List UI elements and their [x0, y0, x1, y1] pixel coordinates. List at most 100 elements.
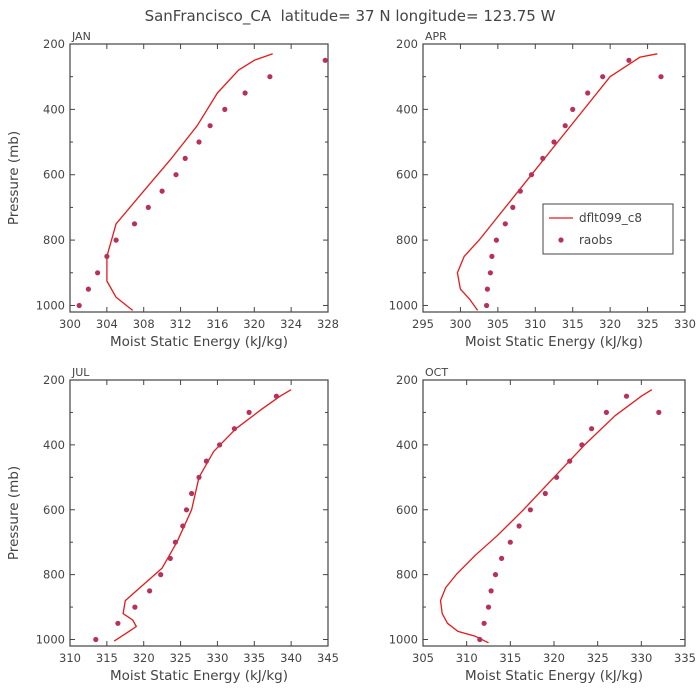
- obs-point-jul-4: [158, 572, 164, 578]
- legend-box: [542, 203, 674, 255]
- obs-point-jul-5: [167, 555, 173, 562]
- obs-point-oct-15: [623, 393, 630, 399]
- x-tick-label-jul-0: 310: [59, 651, 81, 665]
- obs-point-apr-9: [540, 155, 546, 161]
- obs-point-oct-16: [656, 409, 662, 415]
- obs-point-jul-8: [183, 507, 190, 513]
- y-tick-label-jan-3: 800: [43, 233, 65, 247]
- x-tick-label-apr-2: 305: [487, 317, 509, 331]
- legend-entry-obs: raobs: [579, 233, 613, 247]
- obs-point-oct-9: [542, 490, 548, 497]
- y-tick-label-jul-1: 400: [43, 438, 65, 452]
- x-tick-label-apr-5: 320: [599, 317, 621, 331]
- obs-point-apr-1: [484, 286, 490, 292]
- y-tick-label-jan-4: 1000: [36, 298, 65, 312]
- legend-entry-model: dflt099_c8: [579, 211, 642, 225]
- obs-point-jul-3: [147, 588, 153, 594]
- obs-point-apr-3: [489, 253, 495, 259]
- obs-point-jul-6: [172, 539, 178, 545]
- panel-frame-oct: [422, 379, 686, 647]
- obs-point-jan-8: [173, 172, 179, 178]
- series-line-apr-0: [456, 53, 658, 311]
- obs-point-jul-2: [132, 604, 138, 610]
- panel-apr: APR 295 300 305 310 315 320 325 330 200 400 600 800 1…: [389, 30, 696, 350]
- obs-point-apr-8: [528, 172, 535, 178]
- obs-point-jul-10: [196, 474, 202, 480]
- legend-dot-swatch: [558, 237, 564, 243]
- obs-point-oct-8: [527, 507, 534, 513]
- obs-point-jul-12: [217, 442, 223, 448]
- y-tick-label-apr-4: 1000: [389, 298, 418, 312]
- obs-point-oct-0: [477, 636, 483, 643]
- obs-point-apr-11: [562, 123, 568, 129]
- panel-label-jul: JUL: [71, 366, 90, 379]
- obs-point-apr-12: [570, 106, 576, 112]
- x-axis-title-apr: Moist Static Energy (kJ/kg): [465, 334, 643, 350]
- x-tick-label-oct-2: 315: [499, 651, 521, 665]
- obs-point-oct-12: [579, 442, 585, 448]
- x-tick-label-apr-4: 315: [562, 317, 584, 331]
- obs-point-jan-14: [267, 74, 273, 80]
- y-tick-label-oct-1: 400: [396, 438, 418, 452]
- obs-point-jan-11: [207, 123, 213, 129]
- x-tick-label-jan-0: 300: [59, 317, 81, 331]
- obs-point-jan-10: [196, 139, 202, 145]
- obs-point-oct-7: [516, 523, 522, 529]
- obs-point-jul-13: [231, 426, 237, 432]
- obs-point-apr-7: [517, 188, 523, 194]
- x-tick-label-oct-3: 320: [543, 651, 565, 665]
- x-tick-label-oct-1: 310: [456, 651, 478, 665]
- obs-point-jan-2: [95, 270, 101, 276]
- panel-frame-jan: [69, 43, 329, 313]
- panels-group: JAN 300 304 308 312 316 320 324 328 200 400 600 800 1…: [6, 30, 696, 684]
- x-tick-label-jan-6: 324: [280, 317, 302, 331]
- y-tick-label-jul-2: 600: [43, 503, 65, 517]
- y-tick-label-oct-3: 800: [396, 568, 418, 582]
- x-tick-label-jul-6: 340: [280, 651, 302, 665]
- obs-point-oct-14: [603, 409, 610, 415]
- obs-point-oct-13: [589, 426, 595, 432]
- x-tick-label-jul-1: 315: [96, 651, 118, 665]
- obs-point-jan-5: [131, 221, 138, 227]
- obs-point-oct-5: [499, 555, 505, 562]
- obs-point-apr-6: [510, 204, 516, 210]
- obs-point-apr-13: [585, 90, 591, 96]
- obs-point-apr-5: [502, 221, 508, 227]
- panel-label-oct: OCT: [425, 366, 448, 379]
- panel-label-jan: JAN: [71, 30, 91, 43]
- x-tick-label-apr-1: 300: [449, 317, 471, 331]
- obs-point-oct-10: [554, 474, 560, 480]
- obs-point-jan-9: [182, 155, 188, 161]
- panel-frame-apr: [422, 43, 686, 313]
- y-tick-label-jul-0: 200: [43, 373, 65, 387]
- x-axis-title-jul: Moist Static Energy (kJ/kg): [110, 668, 288, 684]
- x-axis-title-jan: Moist Static Energy (kJ/kg): [110, 334, 288, 350]
- x-tick-label-apr-0: 295: [412, 317, 434, 331]
- obs-point-jan-12: [222, 106, 228, 112]
- y-tick-label-oct-0: 200: [396, 373, 418, 387]
- x-tick-label-jan-3: 312: [170, 317, 192, 331]
- obs-point-apr-0: [484, 302, 490, 309]
- y-tick-label-jul-4: 1000: [36, 633, 65, 647]
- x-axis-title-oct: Moist Static Energy (kJ/kg): [465, 668, 643, 684]
- obs-point-jul-14: [246, 409, 252, 415]
- x-tick-label-jan-4: 316: [206, 317, 228, 331]
- obs-point-jul-0: [93, 636, 99, 643]
- obs-point-jul-15: [273, 393, 279, 399]
- obs-point-jul-1: [115, 620, 121, 626]
- y-tick-label-apr-0: 200: [396, 37, 418, 51]
- y-tick-label-oct-4: 1000: [389, 633, 418, 647]
- figure-title: SanFrancisco_CA latitude= 37 N longitude…: [145, 7, 556, 26]
- x-tick-label-jul-5: 335: [243, 651, 265, 665]
- x-tick-label-jan-2: 308: [133, 317, 155, 331]
- obs-point-jul-11: [203, 458, 209, 464]
- x-tick-label-jan-5: 320: [243, 317, 265, 331]
- obs-point-apr-2: [487, 270, 493, 276]
- panel-jan: JAN 300 304 308 312 316 320 324 328 200 400 600 800 1…: [6, 30, 339, 350]
- x-tick-label-jul-3: 325: [170, 651, 192, 665]
- obs-point-apr-14: [600, 74, 606, 80]
- obs-point-jan-3: [104, 253, 110, 259]
- panel-frame-jul: [69, 379, 329, 647]
- x-tick-label-jan-1: 304: [96, 317, 118, 331]
